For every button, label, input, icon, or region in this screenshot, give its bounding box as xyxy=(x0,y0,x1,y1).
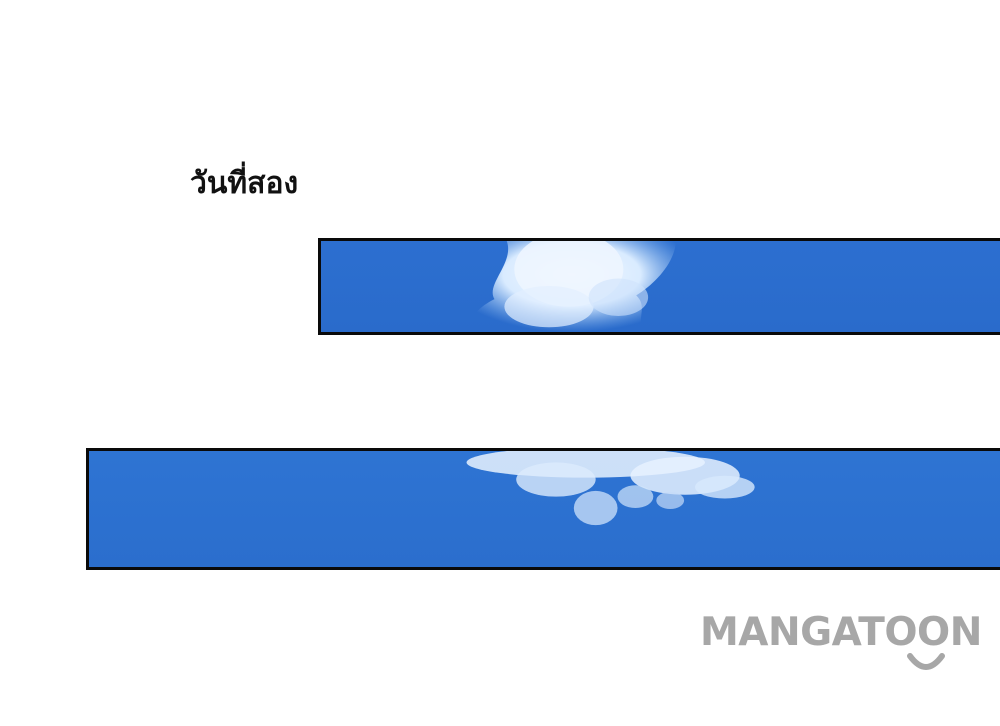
mangatoon-watermark: MANGATOON xyxy=(700,606,1000,678)
sky-cloud-image-bottom xyxy=(89,451,1000,567)
smile-icon xyxy=(907,653,945,670)
sky-panel-bottom xyxy=(86,448,1000,570)
sky-panel-top xyxy=(318,238,1000,335)
watermark-text: MANGATOON xyxy=(700,610,982,655)
sky-cloud-image-top xyxy=(321,241,1000,332)
caption-text: วันที่สอง xyxy=(190,166,299,201)
